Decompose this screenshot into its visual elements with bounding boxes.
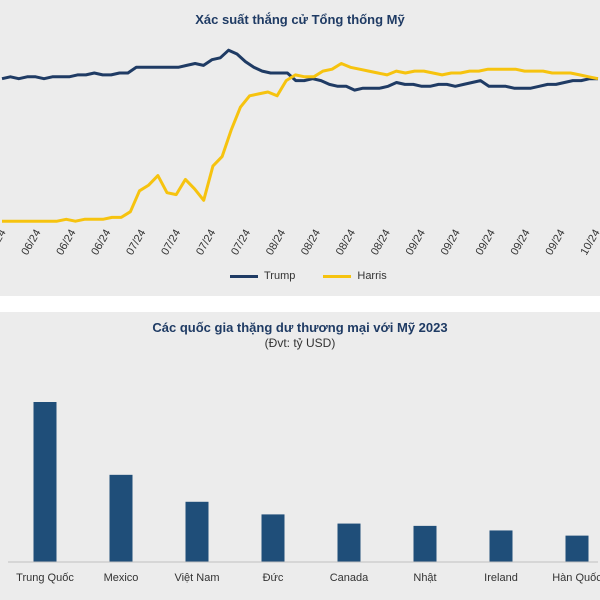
x-tick-label: 09/24 bbox=[509, 228, 533, 258]
legend-label-trump: Trump bbox=[264, 270, 296, 282]
bar-chart-subtitle: (Đvt: tỷ USD) bbox=[264, 336, 336, 350]
bar bbox=[565, 535, 589, 562]
bar-chart-svg: Trung Quốc Mexico Việt Nam Đức Canada Nhật Ire… bbox=[8, 402, 600, 584]
bar-chart-title: Các quốc gia thặng dư thương mại với Mỹ … bbox=[152, 320, 448, 335]
line-chart-legend: Trump Harris bbox=[230, 270, 387, 282]
category-label: Trung Quốc bbox=[16, 572, 74, 584]
category-label: Nhật bbox=[413, 572, 436, 584]
x-tick-label: 06/24 bbox=[19, 228, 43, 258]
category-label: Canada bbox=[330, 572, 369, 584]
line-chart-svg: 06/24 06/24 06/24 06/24 07/24 07/24 07/24 07/24… bbox=[0, 48, 600, 258]
x-tick-label: 08/24 bbox=[334, 228, 358, 258]
category-label: Mexico bbox=[104, 572, 139, 584]
bar bbox=[33, 402, 57, 562]
x-tick-label: 10/24 bbox=[578, 228, 600, 258]
bar bbox=[337, 523, 361, 562]
x-tick-label: 06/24 bbox=[54, 228, 78, 258]
legend-label-harris: Harris bbox=[357, 270, 387, 282]
bar bbox=[261, 514, 285, 562]
x-tick-label: 09/24 bbox=[543, 228, 567, 258]
x-tick-label: 07/24 bbox=[194, 228, 218, 258]
x-tick-label: 09/24 bbox=[439, 228, 463, 258]
bar-chart-panel: Các quốc gia thặng dư thương mại với Mỹ … bbox=[0, 312, 600, 600]
line-chart-panel: Xác suất thắng cử Tổng thống Mỹ 06/24 06/… bbox=[0, 0, 600, 296]
legend-swatch-trump bbox=[230, 274, 258, 278]
bar bbox=[413, 525, 437, 562]
x-tick-label: 06/24 bbox=[89, 228, 113, 258]
category-label: Đức bbox=[263, 572, 284, 584]
x-tick-label: 08/24 bbox=[369, 228, 393, 258]
x-tick-label: 07/24 bbox=[229, 228, 253, 258]
x-tick-label: 08/24 bbox=[299, 228, 323, 258]
series-line-harris bbox=[2, 62, 599, 223]
line-chart-title: Xác suất thắng cử Tổng thống Mỹ bbox=[195, 12, 405, 27]
series-line-trump bbox=[1, 48, 598, 92]
legend-item-harris: Harris bbox=[323, 270, 387, 282]
bar bbox=[489, 530, 513, 562]
bar bbox=[185, 501, 209, 562]
category-label: Ireland bbox=[484, 572, 518, 584]
legend-item-trump: Trump bbox=[230, 270, 295, 282]
x-tick-label: 08/24 bbox=[264, 228, 288, 258]
x-tick-label: 09/24 bbox=[474, 228, 498, 258]
x-tick-label: 07/24 bbox=[159, 228, 183, 258]
x-tick-label: 09/24 bbox=[404, 228, 428, 258]
x-tick-label: 07/24 bbox=[124, 228, 148, 258]
category-label: Hàn Quốc bbox=[552, 572, 600, 584]
bar bbox=[109, 474, 133, 562]
legend-swatch-harris bbox=[323, 274, 352, 278]
x-tick-label: 06/24 bbox=[0, 228, 9, 258]
category-label: Việt Nam bbox=[174, 572, 219, 584]
